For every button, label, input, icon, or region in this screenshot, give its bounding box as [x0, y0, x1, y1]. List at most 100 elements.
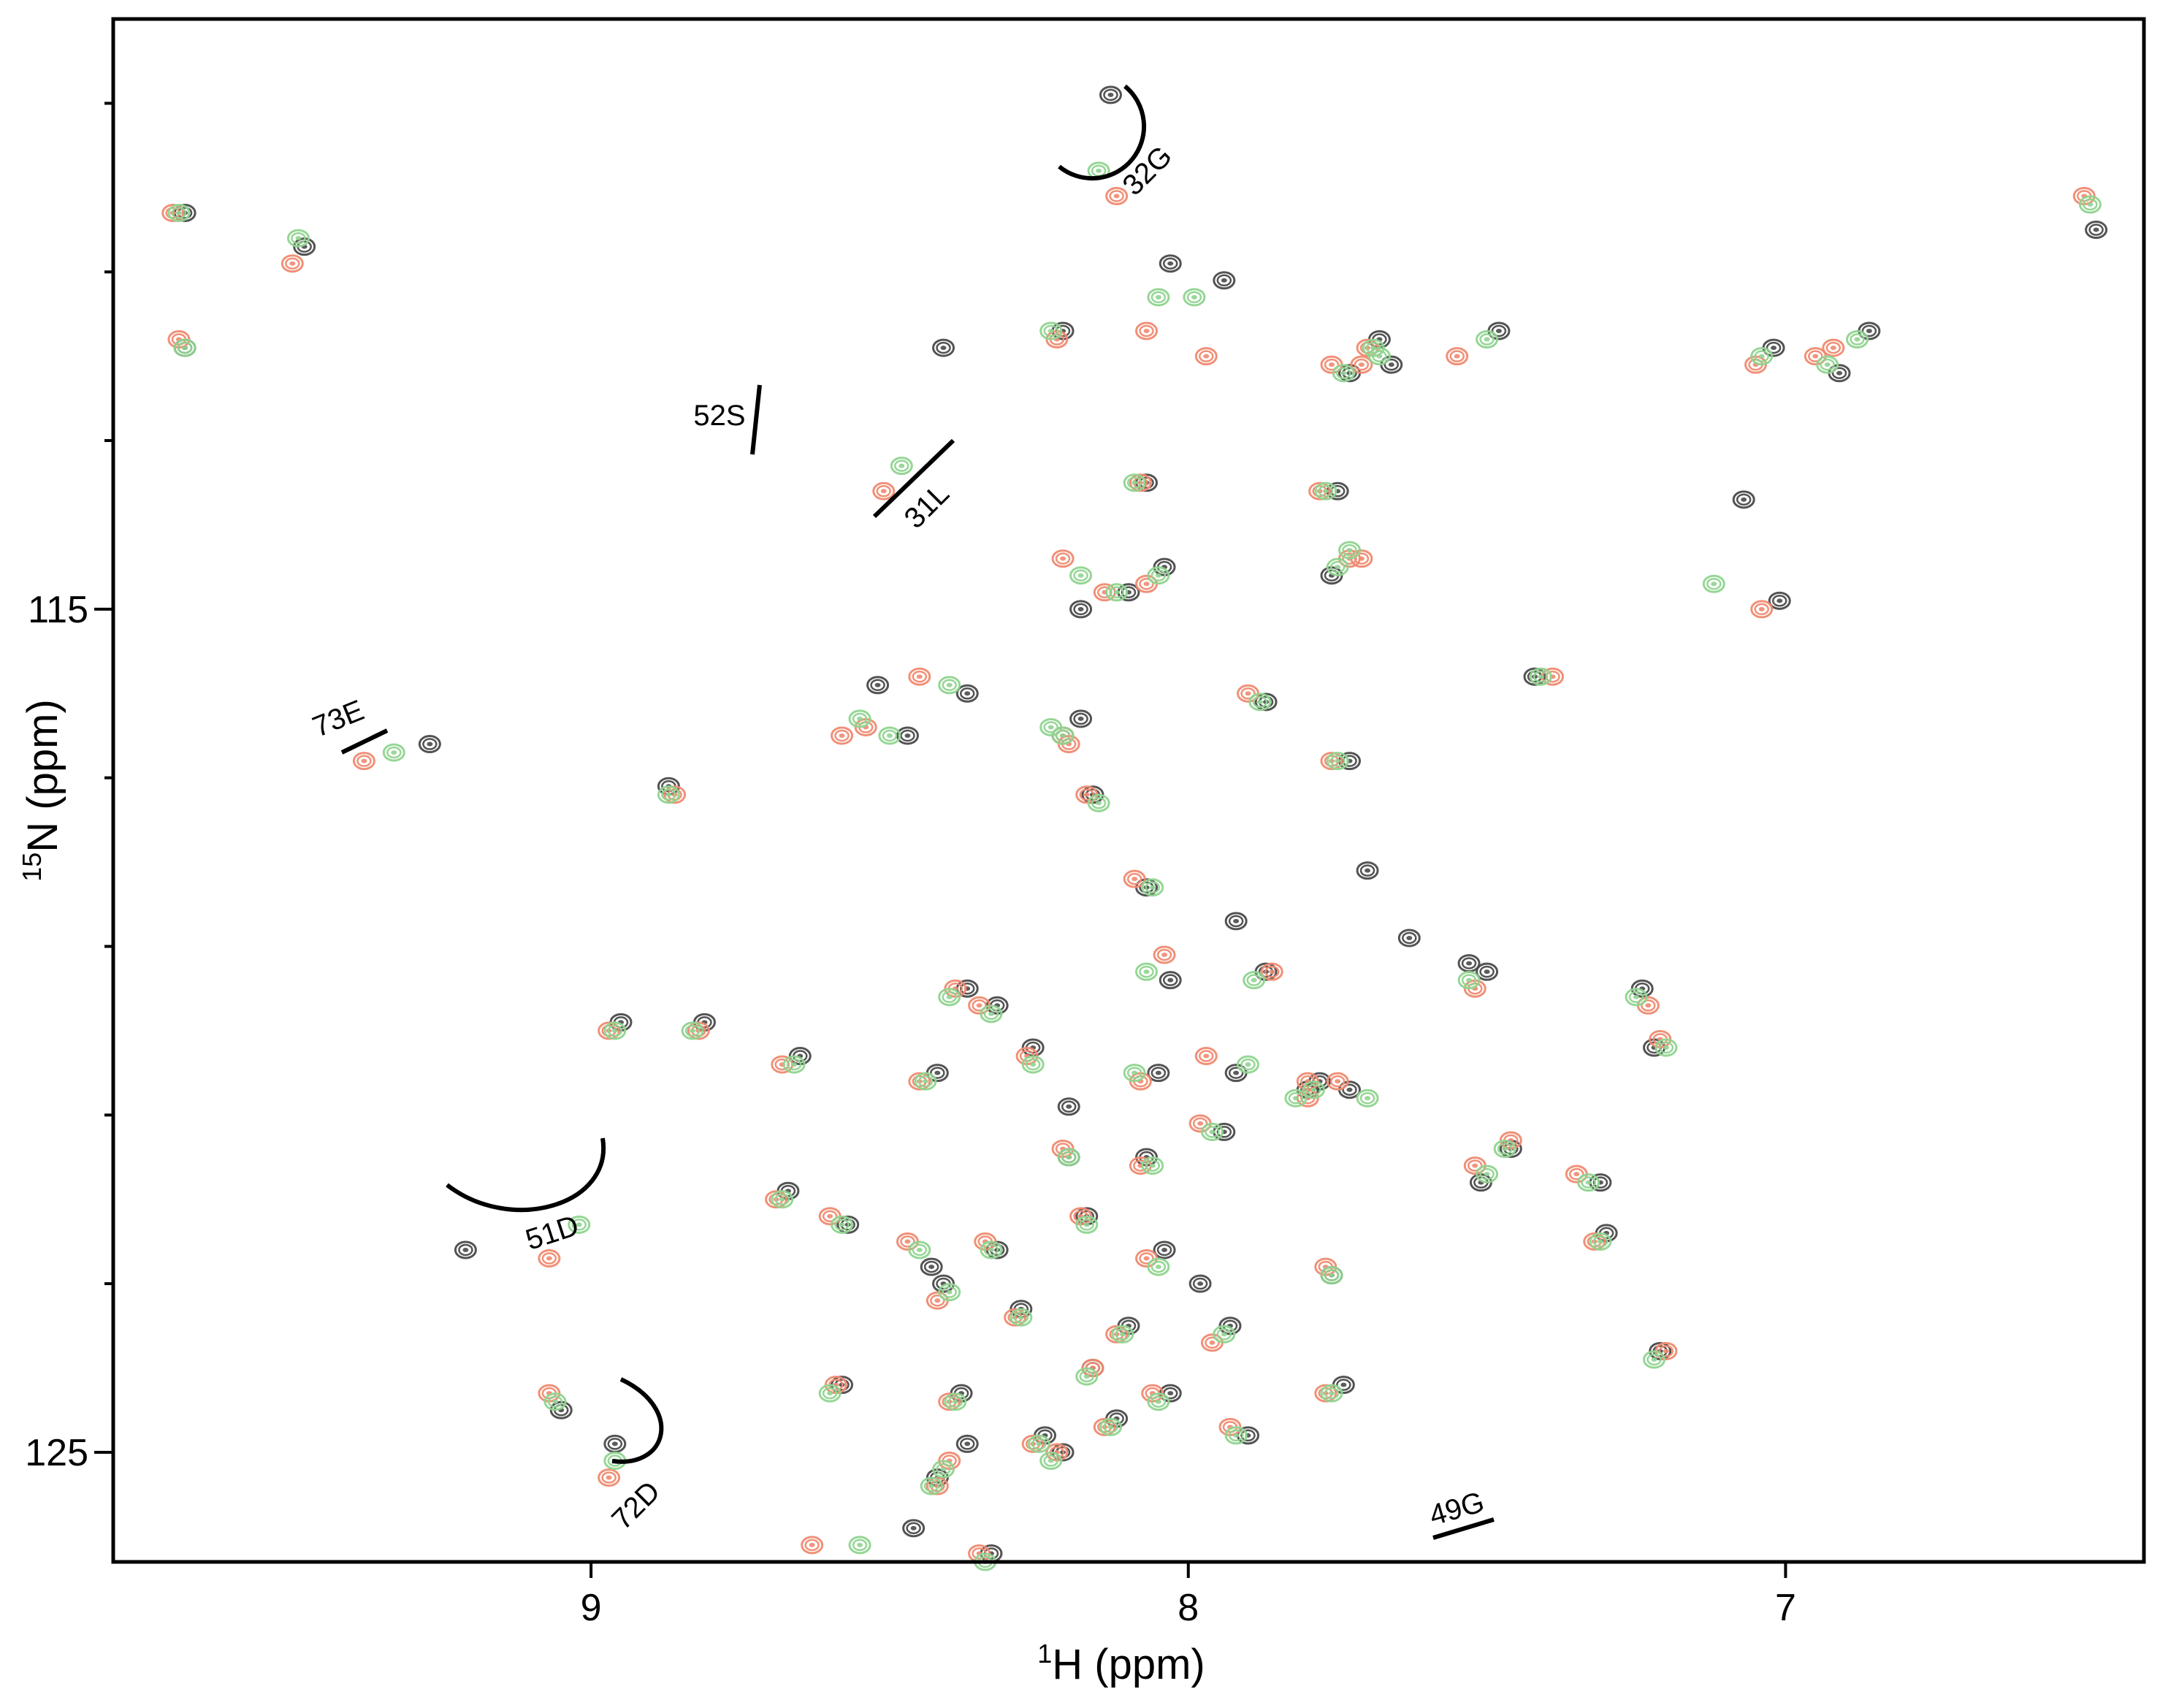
red-peak [1822, 338, 1845, 357]
black-peak [454, 1240, 477, 1259]
black-peak [866, 676, 890, 695]
annotation-31l: 31L [872, 438, 955, 535]
annotation-49g: 49G [1426, 1486, 1495, 1540]
red-peak [1135, 321, 1159, 340]
red-peak [1350, 355, 1373, 374]
green-peak [1021, 1055, 1045, 1074]
black-peak [920, 1257, 943, 1276]
red-peak [1260, 962, 1283, 981]
annotation-72d: 72D [606, 1377, 666, 1536]
black-peak [902, 1519, 926, 1538]
red-peak [1194, 1047, 1218, 1066]
green-peak [1326, 752, 1349, 771]
green-peak [890, 457, 913, 476]
green-peak [818, 1384, 842, 1403]
annotation-73e: 73E [308, 694, 389, 755]
x-tick-label: 7 [1775, 1587, 1796, 1629]
green-peak [1320, 1384, 1343, 1403]
black-peak [1457, 954, 1481, 973]
green-peak [1147, 1392, 1170, 1411]
red-peak [926, 1291, 949, 1310]
green-peak [920, 1476, 943, 1495]
y-axis-label-main: N (ppm) [19, 699, 66, 852]
red-peak [771, 1055, 794, 1074]
black-peak [1188, 1274, 1212, 1293]
black-peak [1224, 912, 1248, 931]
green-peak [1111, 1324, 1134, 1343]
green-peak [1457, 971, 1481, 990]
green-peak [1099, 1417, 1122, 1436]
green-peak [980, 1240, 1003, 1259]
green-peak [1476, 1164, 1499, 1183]
black-peak [1397, 929, 1421, 948]
green-peak [167, 203, 191, 222]
green-peak [831, 1215, 854, 1234]
red-peak [1194, 347, 1218, 366]
black-peak [932, 338, 955, 357]
green-peak [1057, 1148, 1080, 1167]
green-peak [1135, 962, 1159, 981]
y-axis-label-sup: 15 [17, 853, 47, 882]
y-tick-label: 125 [25, 1432, 88, 1474]
black-peak-series [173, 85, 2108, 1563]
black-peak [1356, 861, 1379, 880]
green-peak [1529, 667, 1552, 686]
black-peak [1732, 490, 1755, 509]
red-peak [1129, 1156, 1152, 1175]
annotation-marker [872, 438, 955, 519]
green-peak [980, 1004, 1003, 1023]
black-peak [1069, 709, 1093, 728]
green-peak [1356, 1089, 1379, 1107]
black-peak [1099, 85, 1122, 104]
annotation-32g: 32G [1058, 84, 1178, 202]
green-peak [938, 1283, 961, 1302]
red-peak [1320, 752, 1343, 771]
y-tick-label: 115 [28, 589, 88, 631]
green-peak [1147, 1257, 1170, 1276]
red-peak [1750, 600, 1774, 619]
green-peak [1039, 717, 1063, 736]
green-peak [286, 229, 310, 248]
annotation-marker [446, 1137, 606, 1212]
x-axis-label-sup: 1 [1037, 1639, 1052, 1669]
black-peak [1057, 1097, 1080, 1116]
plot-frame [111, 17, 2146, 1564]
green-peak [568, 1215, 591, 1234]
black-peak [955, 684, 979, 703]
red-peak [598, 1468, 621, 1487]
green-peak [1750, 347, 1774, 366]
green-peak [1320, 1266, 1343, 1285]
green-peak [1577, 1173, 1600, 1192]
green-peak [908, 1240, 931, 1259]
green-peak [878, 726, 901, 745]
red-peak [1153, 945, 1176, 964]
green-peak-series [167, 161, 2102, 1571]
green-peak [2078, 195, 2102, 214]
green-peak [1302, 1080, 1325, 1099]
x-tick-label: 9 [581, 1587, 602, 1629]
red-peak [1051, 549, 1075, 568]
black-peak [1476, 962, 1499, 981]
red-peak [1326, 1072, 1349, 1091]
black-peak [2085, 221, 2108, 240]
annotation-label: 51D [522, 1209, 582, 1257]
green-peak [1589, 1232, 1612, 1251]
green-peak [938, 988, 961, 1007]
annotation-marker [611, 1377, 664, 1464]
green-peak [1183, 288, 1206, 307]
green-peak [1237, 1055, 1260, 1074]
green-peak [1075, 1215, 1099, 1234]
black-peak [1589, 1173, 1612, 1192]
black-peak [1147, 1064, 1170, 1083]
red-peak [1105, 186, 1129, 205]
black-peak [1159, 971, 1182, 990]
red-peak [538, 1249, 561, 1268]
green-peak [603, 1021, 627, 1040]
green-peak [1224, 1426, 1248, 1445]
y-axis-label: 15N (ppm) [17, 699, 66, 882]
green-peak [1338, 541, 1362, 560]
green-peak [1141, 1156, 1164, 1175]
green-peak [1284, 1089, 1308, 1107]
x-axis-label-main: H (ppm) [1052, 1641, 1205, 1688]
